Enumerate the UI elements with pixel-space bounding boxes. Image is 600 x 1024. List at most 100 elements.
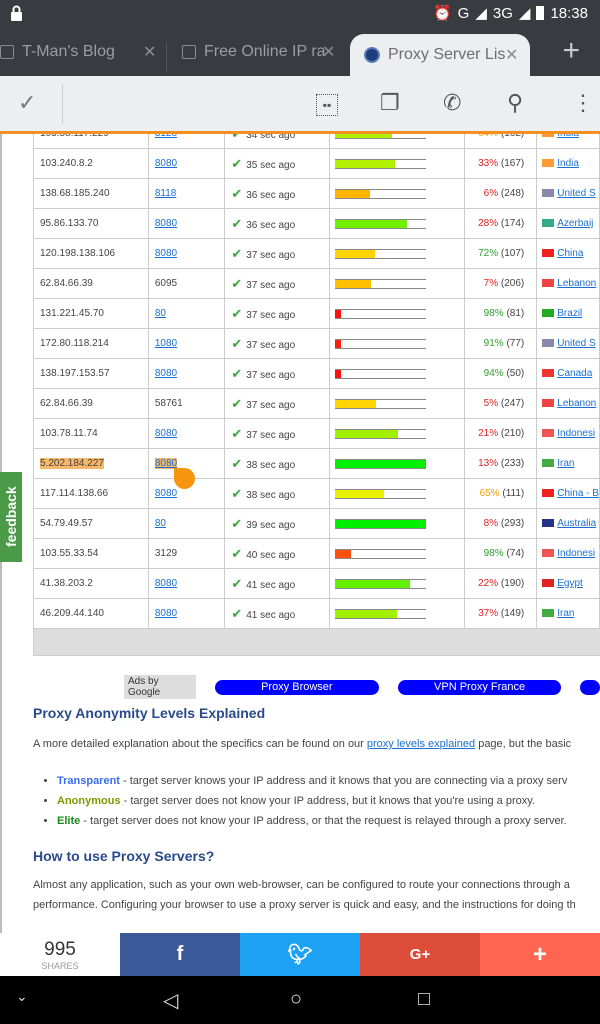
search-icon[interactable]: ⚲ (507, 90, 524, 115)
check-icon[interactable]: ✓ (18, 90, 37, 115)
ad-links: Ads by Google Proxy Browser VPN Proxy Fr… (124, 675, 600, 699)
section-title-how-to: How to use Proxy Servers? (33, 848, 215, 864)
port: 3129 (154, 548, 178, 559)
country-link[interactable]: Egypt (557, 578, 583, 589)
facebook-share-button[interactable]: f (120, 933, 240, 976)
port-link[interactable]: 8080 (154, 218, 178, 229)
last-checked: 37 sec ago (246, 279, 296, 291)
country-link[interactable]: China - B (557, 488, 599, 499)
country-link[interactable]: Indonesi (557, 428, 596, 439)
tab-title: Proxy Server Lis (388, 46, 506, 63)
uptime-count: (81) (506, 308, 525, 319)
port-link[interactable]: 8080 (154, 368, 178, 379)
flag-icon (542, 159, 555, 168)
country-link[interactable]: Indonesi (557, 548, 596, 559)
flag-icon (542, 459, 555, 468)
last-checked: 40 sec ago (246, 549, 296, 561)
port-link[interactable]: 3128 (155, 134, 177, 139)
ad-link-proxy-browser[interactable]: Proxy Browser (214, 679, 379, 695)
country-link[interactable]: United S (557, 338, 596, 349)
plus-icon: + (532, 940, 547, 968)
tab-proxy-server-list[interactable]: Proxy Server Lis ✕ (350, 34, 530, 76)
more-icon[interactable]: ⋮ (572, 90, 594, 115)
ads-by-google[interactable]: Ads by Google (124, 675, 196, 699)
country-link[interactable]: Canada (557, 368, 593, 379)
section-title-anonymity: Proxy Anonymity Levels Explained (33, 705, 266, 721)
country-link[interactable]: Iran (557, 458, 575, 469)
country-link[interactable]: Lebanon (557, 278, 597, 289)
uptime-count: (50) (506, 368, 525, 379)
last-checked: 37 sec ago (246, 339, 296, 351)
check-icon: ✔ (231, 365, 243, 381)
country-link[interactable]: Brazil (557, 308, 583, 319)
uptime-percent: 21% (478, 428, 499, 439)
qr-icon[interactable]: ▪▪ (316, 94, 338, 116)
copy-icon[interactable]: ❐ (380, 90, 400, 115)
check-icon: ✔ (231, 395, 243, 411)
country-link[interactable]: India (557, 134, 579, 139)
last-checked: 38 sec ago (246, 489, 296, 501)
uptime-percent: 6% (483, 188, 499, 199)
port-link[interactable]: 1080 (154, 338, 178, 349)
country-link[interactable]: China (557, 248, 584, 259)
share-count: 995 SHARES (0, 933, 120, 976)
flag-icon (542, 339, 555, 348)
close-tab-icon[interactable]: ✕ (322, 44, 336, 61)
port-link[interactable]: 8080 (154, 158, 178, 169)
back-icon[interactable]: ◁ (163, 990, 179, 1012)
phone-icon[interactable]: ✆ (443, 90, 462, 115)
feedback-tab[interactable]: feedback (0, 472, 22, 562)
country-link[interactable]: Lebanon (557, 398, 597, 409)
table-row: 131.221.45.70 80 ✔ 37 sec ago 98% (81) Br… (33, 298, 600, 329)
table-row: 103.78.11.74 8080 ✔ 37 sec ago 21% (210) … (33, 418, 600, 449)
home-icon[interactable]: ○ (290, 988, 303, 1010)
table-footer (33, 628, 600, 656)
close-tab-icon[interactable]: ✕ (143, 44, 157, 61)
uptime-percent: 37% (478, 608, 499, 619)
port-link[interactable]: 8080 (154, 608, 178, 619)
check-icon: ✔ (231, 335, 243, 351)
clock: 18:38 (550, 4, 588, 22)
speed-bar-fill (335, 190, 370, 198)
check-icon: ✔ (231, 515, 243, 531)
country-link[interactable]: Australia (557, 518, 597, 529)
hide-keyboard-icon[interactable]: ⌄ (16, 988, 28, 1004)
ad-link-vpn-proxy-france[interactable]: VPN Proxy France (397, 679, 562, 695)
recents-icon[interactable]: □ (418, 988, 431, 1010)
country-link[interactable]: India (557, 158, 579, 169)
alarm-icon: ⏰ (432, 5, 452, 22)
page-load-bar (0, 131, 600, 134)
ad-link-more[interactable] (580, 679, 600, 695)
port-link[interactable]: 8080 (154, 488, 178, 499)
port-link[interactable]: 8080 (154, 578, 178, 589)
more-share-button[interactable]: + (480, 933, 600, 976)
list-item: Elite - target server does not know your… (57, 811, 567, 831)
speed-bar (335, 339, 427, 349)
google-plus-share-button[interactable]: G+ (360, 933, 480, 976)
country-link[interactable]: United S (557, 188, 596, 199)
proxy-levels-link[interactable]: proxy levels explained (366, 738, 476, 750)
table-row: 62.84.66.39 6095 ✔ 37 sec ago 7% (206) Le… (33, 268, 600, 299)
table-row: 5.202.184.227 8080 ✔ 38 sec ago 13% (233)… (33, 448, 600, 479)
uptime-count: (107) (500, 248, 525, 259)
table-row: 138.68.185.240 8118 ✔ 36 sec ago 6% (248)… (33, 178, 600, 209)
uptime-percent: 22% (478, 578, 499, 589)
tab-free-online-ip[interactable]: Free Online IP ra ✕ (182, 34, 342, 70)
country-link[interactable]: Iran (557, 608, 575, 619)
port-link[interactable]: 80 (154, 518, 166, 529)
port-link[interactable]: 80 (154, 308, 166, 319)
new-tab-icon[interactable]: + (562, 34, 580, 67)
table-row: 120.198.138.106 8080 ✔ 37 sec ago 72% (10… (33, 238, 600, 269)
close-tab-icon[interactable]: ✕ (505, 47, 519, 64)
tab-strip: T-Man's Blog ✕ Free Online IP ra ✕ Proxy… (0, 28, 600, 76)
port-link[interactable]: 8080 (154, 248, 178, 259)
lock-icon (11, 5, 22, 21)
port-link[interactable]: 8080 (154, 428, 178, 439)
tab-tmans-blog[interactable]: T-Man's Blog ✕ (0, 34, 165, 70)
paragraph-line: Almost any application, such as your own… (33, 879, 570, 891)
twitter-share-button[interactable]: 🐦︎ (240, 933, 360, 976)
touch-indicator (174, 468, 195, 489)
port-link[interactable]: 8118 (154, 188, 177, 199)
country-link[interactable]: Azerbaij (557, 218, 594, 229)
port-link[interactable]: 8080 (154, 458, 178, 469)
